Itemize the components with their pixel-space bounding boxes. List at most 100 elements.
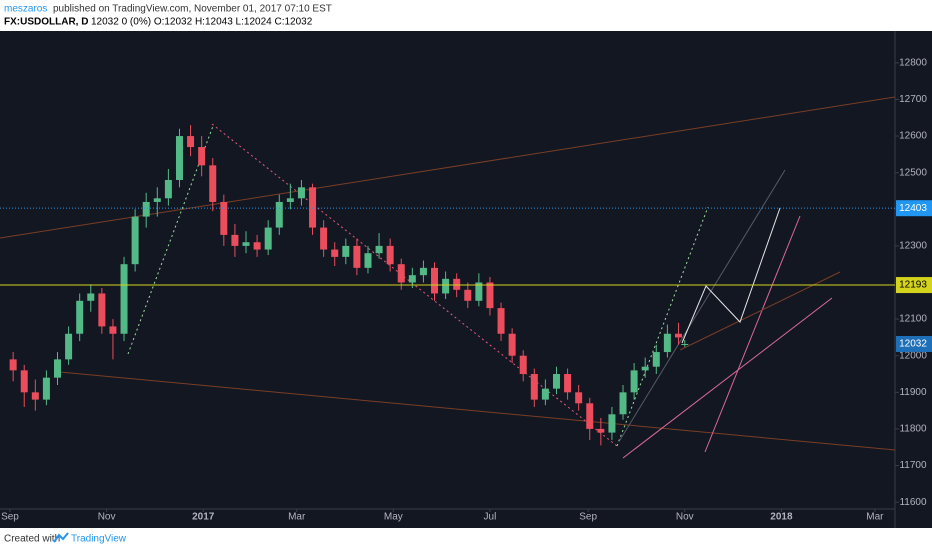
- candle-body: [586, 403, 594, 429]
- candle-body: [231, 234, 239, 246]
- candle-body: [309, 187, 317, 228]
- header-bg: [0, 0, 932, 31]
- y-tick-label: 11800: [899, 424, 927, 435]
- x-tick-label: Jul: [484, 512, 497, 523]
- candle-body: [674, 333, 682, 338]
- x-tick-label: Sep: [1, 512, 19, 523]
- candle-body: [641, 366, 649, 371]
- plot-bg: [0, 31, 932, 528]
- candle-body: [564, 374, 572, 393]
- candle-body: [464, 289, 472, 301]
- y-tick-label: 11600: [899, 497, 927, 508]
- candle-body: [20, 370, 28, 393]
- candle-body: [453, 278, 461, 290]
- logo-icon: [53, 532, 69, 543]
- candle-body: [297, 187, 305, 199]
- price-label-bg: [896, 277, 932, 294]
- candle-body: [187, 136, 195, 148]
- candle-body: [175, 136, 183, 180]
- y-tick-label: 12800: [899, 57, 927, 68]
- candle-body: [76, 300, 84, 334]
- x-tick-label: 2018: [770, 512, 793, 523]
- trend-line: [211, 123, 618, 447]
- candle-body: [142, 201, 150, 217]
- candle-body: [342, 245, 350, 257]
- x-tick-label: Mar: [866, 512, 884, 523]
- candle-body: [209, 165, 217, 202]
- price-label: 12193: [899, 280, 927, 291]
- candle-body: [552, 374, 560, 389]
- x-tick-label: Nov: [676, 512, 694, 523]
- last-price-bg: [896, 335, 932, 352]
- candle-body: [242, 242, 250, 246]
- candle-body: [497, 308, 505, 334]
- last-price-label: 12032: [899, 339, 927, 350]
- candle-body: [353, 245, 361, 268]
- candle-body: [442, 278, 450, 294]
- candle-body: [408, 275, 416, 283]
- candle-body: [530, 374, 538, 400]
- y-tick-label: 11900: [899, 387, 927, 398]
- y-tick-label: 11700: [899, 460, 927, 471]
- candle-body: [331, 249, 339, 257]
- candle-body: [286, 198, 294, 202]
- candle-body: [619, 392, 627, 415]
- projection-arrow: [681, 207, 781, 344]
- x-tick-label: 2017: [192, 512, 215, 523]
- x-tick-label: Nov: [98, 512, 116, 523]
- candle-body: [652, 352, 660, 367]
- candle-body: [87, 293, 95, 301]
- candle-body: [475, 282, 483, 301]
- candle-body: [109, 326, 117, 334]
- candle-body: [153, 198, 161, 202]
- candle-body: [575, 392, 583, 404]
- candle-body: [663, 333, 671, 353]
- candle-body: [320, 227, 328, 250]
- y-tick-label: 12700: [899, 94, 927, 105]
- candle-body: [431, 267, 439, 294]
- candle-body: [31, 392, 39, 400]
- x-tick-label: Sep: [579, 512, 597, 523]
- candle-body: [131, 216, 139, 265]
- candle-body: [42, 377, 50, 400]
- candle-body: [65, 333, 73, 360]
- quote: 12032 0 (0%) O:12032 H:12043 L:12024 C:1…: [91, 17, 313, 28]
- candle-body: [519, 355, 527, 375]
- candle-body: [608, 414, 616, 433]
- candle-body: [597, 428, 605, 433]
- published: published on TradingView.com, November 0…: [53, 4, 332, 15]
- candle-body: [375, 245, 383, 254]
- author[interactable]: meszaros: [4, 4, 47, 15]
- candle-body: [275, 201, 283, 228]
- candle-body: [397, 264, 405, 283]
- y-tick-label: 12300: [899, 241, 927, 252]
- y-tick-label: 12600: [899, 131, 927, 142]
- footer-brand[interactable]: TradingView: [71, 534, 127, 545]
- y-tick-label: 12100: [899, 314, 927, 325]
- candle-body: [198, 147, 206, 166]
- y-tick-label: 12000: [899, 350, 927, 361]
- candle-body: [220, 201, 228, 235]
- candle-body: [164, 179, 172, 199]
- candle-body: [386, 245, 394, 265]
- candle-body: [419, 267, 427, 276]
- x-tick-label: Mar: [288, 512, 306, 523]
- x-tick-label: May: [384, 512, 403, 523]
- candle-body: [630, 370, 638, 393]
- candle-body: [120, 264, 128, 334]
- trend-line: [619, 169, 786, 441]
- trend-line: [622, 297, 833, 459]
- candle-body: [681, 343, 689, 345]
- candle-body: [541, 388, 549, 400]
- footer-created: Created with: [4, 534, 60, 545]
- candle-body: [486, 282, 494, 309]
- candle-body: [364, 253, 372, 268]
- candle-body: [54, 359, 62, 378]
- candle-body: [264, 227, 272, 250]
- symbol: FX:USDOLLAR, D: [4, 17, 88, 28]
- candle-body: [98, 293, 106, 327]
- footer-logo: [53, 532, 69, 543]
- trend-line: [127, 125, 214, 355]
